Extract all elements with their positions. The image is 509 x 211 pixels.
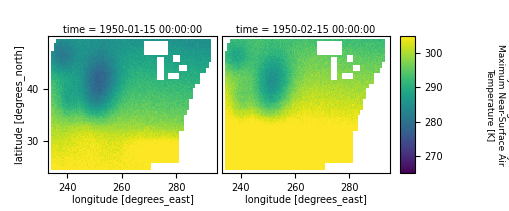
Y-axis label: Monthly Average of Daily
Maximum Near-Surface Air
Temperature [K]: Monthly Average of Daily Maximum Near-Su… [485,44,509,165]
X-axis label: longitude [degrees_east]: longitude [degrees_east] [72,194,193,205]
Title: time = 1950-02-15 00:00:00: time = 1950-02-15 00:00:00 [236,25,375,35]
X-axis label: longitude [degrees_east]: longitude [degrees_east] [245,194,366,205]
Y-axis label: latitude [degrees_north]: latitude [degrees_north] [14,45,25,164]
Title: time = 1950-01-15 00:00:00: time = 1950-01-15 00:00:00 [63,25,202,35]
